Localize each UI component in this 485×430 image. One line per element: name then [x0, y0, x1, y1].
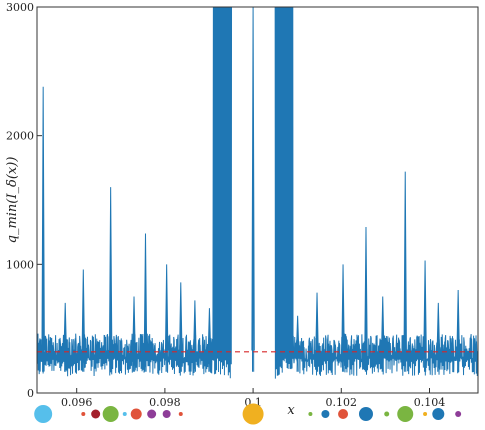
y-tick-label: 0	[27, 387, 34, 400]
marker-dot	[423, 412, 428, 416]
y-tick-label: 2000	[6, 130, 34, 143]
marker-dot	[321, 410, 330, 418]
marker-row	[34, 403, 462, 425]
marker-dot	[162, 410, 171, 418]
marker-dot	[91, 409, 101, 419]
plot-frame	[36, 6, 479, 394]
x-tick-label: 0.102	[326, 396, 358, 409]
y-tick-label: 3000	[6, 1, 34, 14]
marker-dot	[455, 411, 462, 417]
marker-dot	[338, 409, 349, 419]
marker-dot	[397, 406, 414, 422]
y-axis-label: q_min(I_δ(x))	[5, 157, 20, 244]
marker-dot	[147, 409, 157, 419]
marker-dot	[178, 412, 183, 416]
y-tick-label: 1000	[6, 258, 34, 271]
x-tick-label: 0.104	[414, 396, 446, 409]
marker-dot	[81, 412, 86, 416]
marker-dot	[384, 411, 390, 417]
marker-dot	[130, 408, 142, 420]
x-tick-label: 0.096	[61, 396, 93, 409]
x-axis-label: x	[287, 403, 295, 418]
marker-dot	[358, 407, 373, 421]
series-line	[37, 7, 478, 379]
marker-dot	[432, 408, 445, 420]
marker-dot	[242, 403, 264, 425]
y-axis: 0 1000 2000 3000	[6, 1, 42, 400]
marker-dot	[308, 412, 313, 416]
marker-dot	[34, 405, 53, 423]
x-tick-label: 0.098	[149, 396, 181, 409]
marker-dot	[102, 406, 119, 422]
marker-dot	[122, 412, 127, 416]
